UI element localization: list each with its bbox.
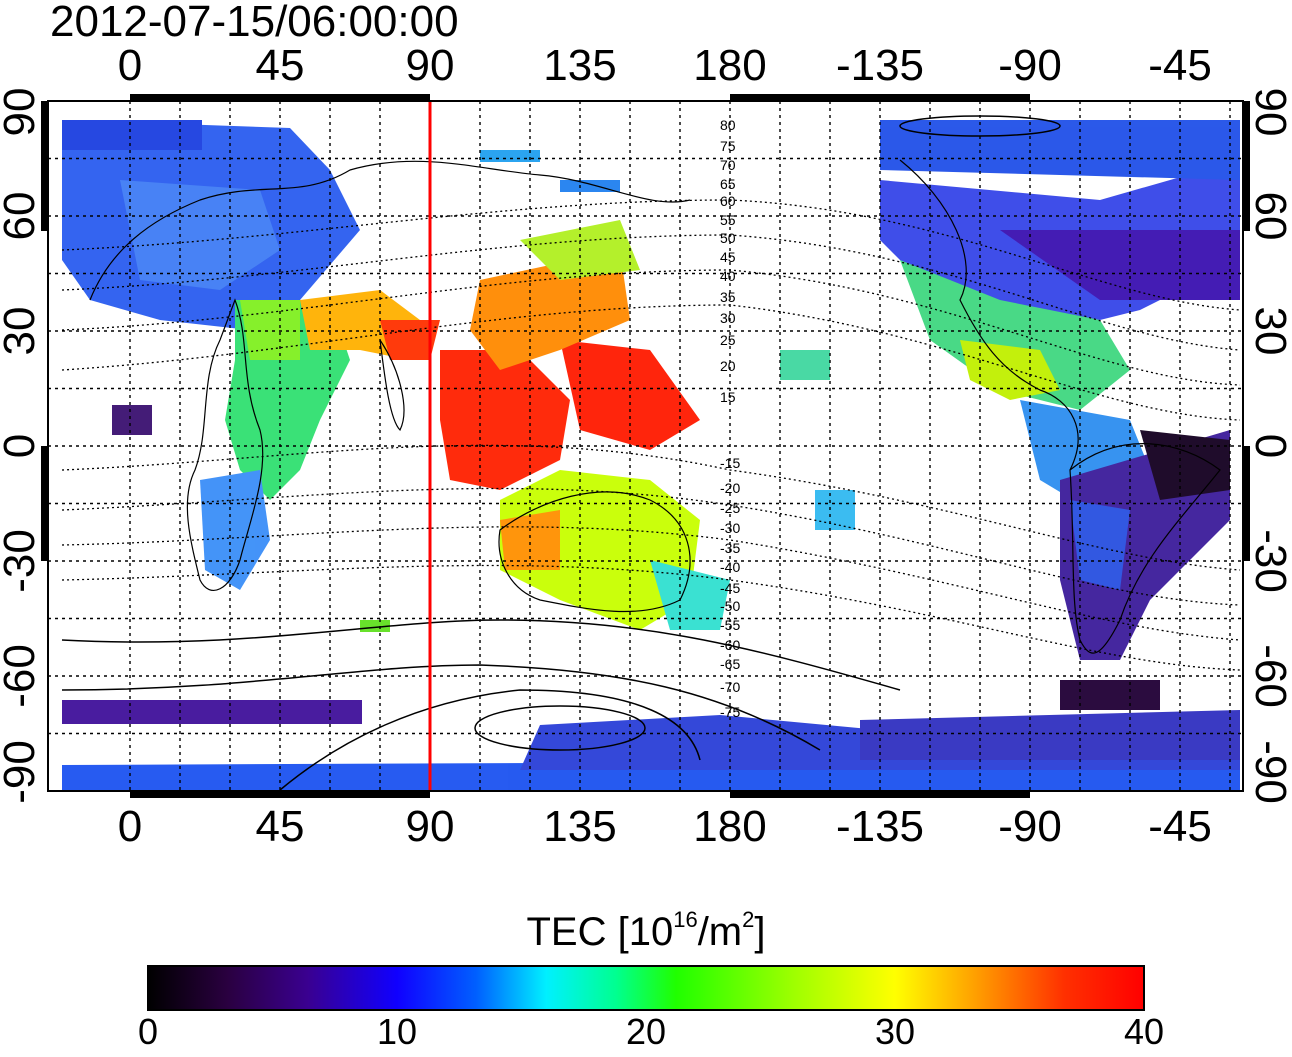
left-lat-tick: -90 bbox=[0, 740, 44, 804]
contour-label: -25 bbox=[720, 500, 740, 516]
colorbar-label-close: ] bbox=[754, 910, 766, 954]
contour-label: 60 bbox=[720, 193, 736, 209]
left-lat-tick: 0 bbox=[0, 434, 44, 458]
contour-label: 80 bbox=[720, 117, 736, 133]
graticule-grid bbox=[48, 101, 1243, 791]
solid-contours bbox=[61, 115, 1061, 791]
right-lat-tick: 90 bbox=[1246, 87, 1292, 137]
bottom-lon-tick: 180 bbox=[693, 802, 767, 851]
contour-label: -45 bbox=[720, 580, 740, 596]
right-lat-tick: 60 bbox=[1246, 191, 1292, 241]
contour-label: 15 bbox=[720, 389, 736, 405]
coastlines bbox=[89, 159, 1221, 654]
contour-label: -55 bbox=[720, 617, 740, 633]
right-lat-tick: 30 bbox=[1246, 306, 1292, 356]
right-lat-tick: 0 bbox=[1246, 433, 1292, 459]
top-lon-tick: 180 bbox=[693, 41, 767, 90]
bottom-lon-tick: 90 bbox=[405, 802, 455, 851]
tec-data-field bbox=[62, 120, 1240, 790]
top-lon-tick: 90 bbox=[405, 41, 455, 90]
bottom-lon-tick: 135 bbox=[543, 802, 617, 851]
colorbar-tick: 10 bbox=[376, 1011, 418, 1052]
left-lat-tick: 60 bbox=[0, 191, 44, 241]
colorbar-label-main: TEC [10 bbox=[526, 910, 674, 954]
contour-label: -65 bbox=[720, 656, 740, 672]
contour-label: 65 bbox=[720, 176, 736, 192]
contour-label: -20 bbox=[720, 480, 740, 496]
contour-label: 45 bbox=[720, 249, 736, 265]
contour-label: -40 bbox=[720, 559, 740, 575]
bottom-lon-tick: -135 bbox=[835, 802, 925, 851]
contour-label: -60 bbox=[720, 637, 740, 653]
top-lon-tick: 45 bbox=[255, 41, 305, 90]
contour-label: 30 bbox=[720, 310, 736, 326]
contour-label: -30 bbox=[720, 520, 740, 536]
left-lat-tick: -30 bbox=[0, 529, 44, 593]
contour-label: -50 bbox=[720, 598, 740, 614]
top-lon-tick: -135 bbox=[835, 41, 925, 90]
right-lat-tick: -60 bbox=[1246, 644, 1292, 708]
right-lat-tick: -90 bbox=[1246, 740, 1292, 804]
left-lat-tick: -60 bbox=[0, 644, 44, 708]
contour-label: 55 bbox=[720, 212, 736, 228]
colorbar bbox=[147, 965, 1145, 1011]
contour-label: -15 bbox=[720, 455, 740, 471]
left-lat-tick: 30 bbox=[0, 306, 44, 356]
contour-label: 25 bbox=[720, 332, 736, 348]
contour-label: 40 bbox=[720, 268, 736, 284]
colorbar-tick: 20 bbox=[625, 1011, 667, 1052]
contour-label: 70 bbox=[720, 157, 736, 173]
contour-label: -70 bbox=[720, 679, 740, 695]
contour-label: 20 bbox=[720, 358, 736, 374]
contour-label: -75 bbox=[720, 704, 740, 720]
contour-label: 35 bbox=[720, 289, 736, 305]
contour-label: 50 bbox=[720, 230, 736, 246]
plot-frame bbox=[47, 100, 1244, 792]
bottom-lon-tick: 45 bbox=[255, 802, 305, 851]
top-lon-tick: 0 bbox=[117, 41, 143, 90]
bottom-lon-tick: -90 bbox=[998, 802, 1062, 851]
colorbar-tick: 0 bbox=[137, 1011, 159, 1052]
top-lon-tick: 135 bbox=[543, 41, 617, 90]
frame-tick-bars bbox=[41, 94, 1250, 798]
bottom-lon-tick: 0 bbox=[117, 802, 143, 851]
colorbar-label-exponent: 16 bbox=[673, 907, 698, 932]
top-lon-tick: -90 bbox=[998, 41, 1062, 90]
right-lat-tick: -30 bbox=[1246, 529, 1292, 593]
colorbar-tick: 40 bbox=[1123, 1011, 1165, 1052]
timestamp-title: 2012-07-15/06:00:00 bbox=[50, 0, 459, 46]
contour-label: -35 bbox=[720, 540, 740, 556]
colorbar-tick: 30 bbox=[874, 1011, 916, 1052]
colorbar-label: TEC [1016/m2] bbox=[0, 908, 1292, 956]
magnetic-latitude-contours bbox=[61, 199, 1241, 671]
colorbar-label-unit-exponent: 2 bbox=[742, 907, 755, 932]
bottom-lon-tick: -45 bbox=[1148, 802, 1212, 851]
contour-label: 75 bbox=[720, 138, 736, 154]
left-lat-tick: 90 bbox=[0, 87, 44, 137]
colorbar-label-unit: /m bbox=[697, 910, 743, 954]
top-lon-tick: -45 bbox=[1148, 41, 1212, 90]
